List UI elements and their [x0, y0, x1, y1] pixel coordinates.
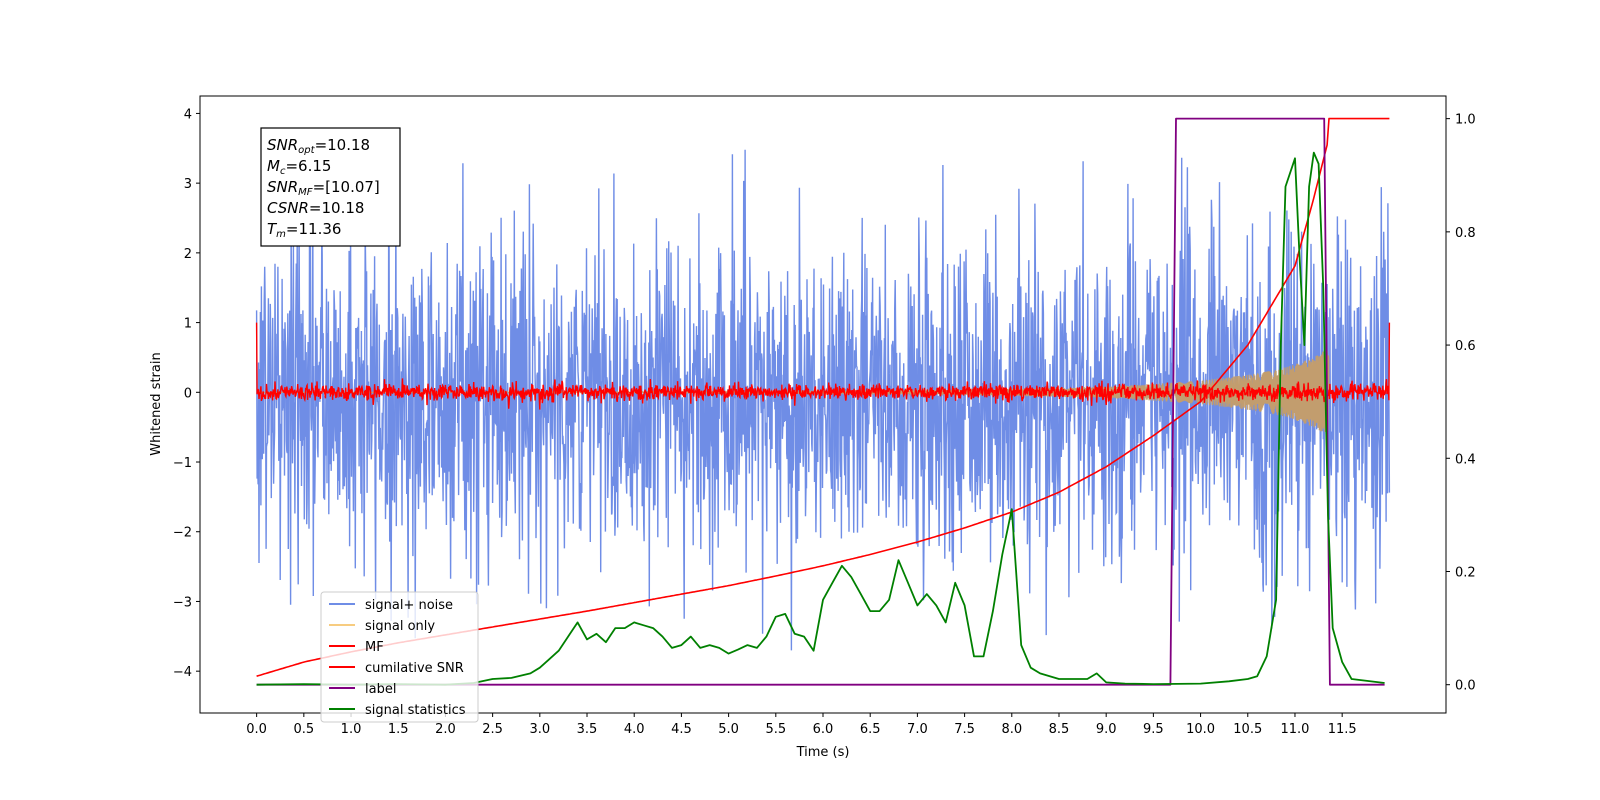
y2-tick-label: 0.0 — [1455, 679, 1476, 694]
x-tick-label: 11.5 — [1328, 722, 1357, 737]
y2-tick-label: 1.0 — [1455, 113, 1476, 128]
x-tick-label: 10.5 — [1233, 722, 1262, 737]
series-label — [256, 117, 1385, 686]
x-tick-label: 0.0 — [246, 722, 267, 737]
series-signal-statistics — [256, 151, 1385, 686]
x-tick-label: 3.5 — [577, 722, 598, 737]
legend-entry-signal-noise: signal+ noise — [329, 598, 453, 613]
y2-tick-label: 0.6 — [1455, 339, 1476, 354]
legend-entry-cumulative-snr: cumilative SNR — [329, 661, 464, 676]
legend-entry-mf: MF — [329, 640, 384, 655]
x-tick-label: 2.0 — [435, 722, 456, 737]
x-tick-label: 8.5 — [1049, 722, 1070, 737]
legend-label-signal-statistics: signal statistics — [365, 703, 466, 718]
legend-entry-signal-only: signal only — [329, 619, 435, 634]
legend-label-cumulative-snr: cumilative SNR — [365, 661, 464, 676]
annotation-snr-mf: SNRMF=[10.07] — [267, 178, 380, 198]
x-tick-label: 5.0 — [718, 722, 739, 737]
y-tick-label: 4 — [184, 107, 192, 122]
x-tick-label: 1.0 — [341, 722, 362, 737]
legend-entry-label: label — [329, 682, 396, 697]
legend-label-label: label — [365, 682, 396, 697]
x-tick-label: 2.5 — [482, 722, 503, 737]
y-tick-label: −1 — [173, 456, 192, 471]
x-tick-label: 7.5 — [954, 722, 975, 737]
x-tick-label: 10.0 — [1186, 722, 1215, 737]
y-tick-label: −2 — [173, 526, 192, 541]
y-tick-label: −3 — [173, 595, 192, 610]
x-tick-label: 4.5 — [671, 722, 692, 737]
legend-label-mf: MF — [365, 640, 384, 655]
x-axis-label: Time (s) — [796, 745, 850, 760]
y-tick-label: 0 — [184, 386, 192, 401]
annotation-box: SNRopt=10.18 Mc=6.15 SNRMF=[10.07] CSNR=… — [260, 127, 401, 247]
x-tick-label: 4.0 — [624, 722, 645, 737]
y-tick-label: 2 — [184, 247, 192, 262]
y-tick-label: 3 — [184, 177, 192, 192]
x-tick-label: 9.0 — [1096, 722, 1117, 737]
y-axis-label: Whitened strain — [149, 352, 164, 455]
legend-frame — [320, 591, 479, 723]
y2-tick-label: 0.4 — [1455, 452, 1476, 467]
annotation-csnr: CSNR=10.18 — [267, 199, 364, 217]
right-y-axis: 1.0 0.8 0.6 0.4 0.2 0.0 — [1446, 113, 1476, 694]
annotation-mc: Mc=6.15 — [267, 157, 331, 177]
x-tick-label: 5.5 — [765, 722, 786, 737]
legend-label-signal-only: signal only — [365, 619, 435, 634]
x-tick-label: 7.0 — [907, 722, 928, 737]
legend-label-signal-noise: signal+ noise — [365, 598, 453, 613]
y2-tick-label: 0.8 — [1455, 226, 1476, 241]
annotation-snr-opt: SNRopt=10.18 — [267, 136, 370, 156]
x-tick-label: 6.5 — [860, 722, 881, 737]
x-axis: 0.0 0.5 1.0 1.5 2.0 2.5 3.0 3.5 4.0 4.5 5.0 5.5 6.0 6… — [246, 713, 1357, 737]
annotation-tm: Tm=11.36 — [267, 220, 341, 240]
x-tick-label: 0.5 — [293, 722, 314, 737]
x-tick-label: 8.0 — [1001, 722, 1022, 737]
x-tick-label: 1.5 — [388, 722, 409, 737]
left-y-axis: 4 3 2 1 0 −1 −2 −3 −4 — [173, 107, 200, 680]
y-tick-label: −4 — [173, 665, 192, 680]
series-signal-noise — [255, 129, 1391, 651]
legend-entry-signal-statistics: signal statistics — [329, 703, 466, 718]
y-tick-label: 1 — [184, 317, 192, 332]
x-tick-label: 6.0 — [813, 722, 834, 737]
x-tick-label: 3.0 — [529, 722, 550, 737]
x-tick-label: 11.0 — [1280, 722, 1309, 737]
legend: signal+ noise signal only MF cumilative … — [320, 591, 479, 723]
annotation-frame — [260, 127, 401, 247]
y2-tick-label: 0.2 — [1455, 565, 1476, 580]
x-tick-label: 9.5 — [1143, 722, 1164, 737]
